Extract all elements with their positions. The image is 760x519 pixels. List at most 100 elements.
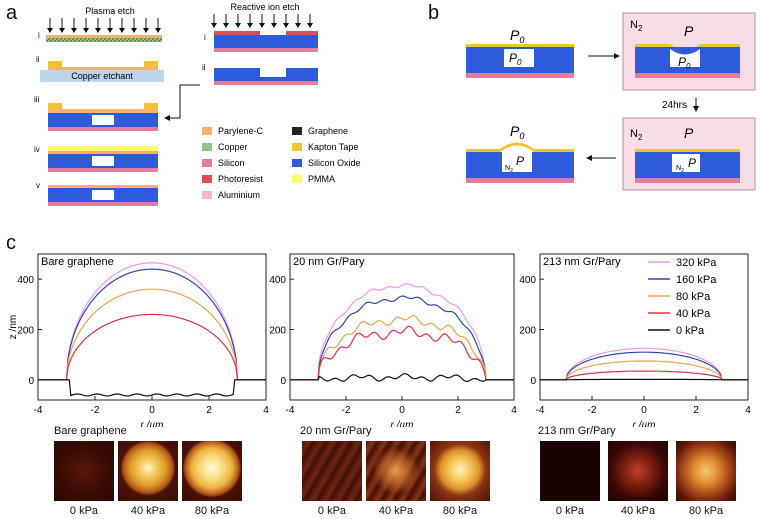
rie-arrowheads [211, 23, 313, 28]
chart-title: 213 nm Gr/Pary [543, 256, 621, 268]
afm-image [430, 441, 490, 501]
y-tick-label: 0 [530, 376, 536, 387]
panel-label-c: c [6, 232, 16, 254]
time-label: 24hrs [662, 100, 687, 111]
legend-label: 320 kPa [676, 257, 717, 269]
image-label-1: 40 kPa [378, 505, 414, 517]
image-label-2: 80 kPa [442, 505, 478, 517]
x-tick-label: -2 [342, 405, 351, 416]
stack-ii [40, 61, 164, 82]
plasma-arrows [49, 18, 159, 30]
panel-label-b: b [428, 2, 440, 24]
stack-iv [48, 146, 158, 172]
device-tl [466, 44, 574, 78]
panel-label-a: a [6, 2, 18, 24]
series-line [540, 351, 748, 381]
chart-2: -4 -2 0 2 4 0 200 400 213 nm Gr/Pary r /µm 320 kPa… [519, 253, 751, 427]
series-line [540, 360, 748, 381]
series-line [290, 314, 514, 381]
series-line [38, 313, 266, 381]
afm-image [118, 441, 178, 501]
device-bl [466, 142, 574, 183]
x-axis-label: r /µm [141, 420, 164, 427]
afm-image [54, 441, 114, 501]
image-label-0: 0 kPa [69, 505, 99, 517]
afm-image [608, 441, 668, 501]
pressurization-diagram: P0 P0 N2 P P0 24hrs N2 P N2 P P0 N2 P [466, 12, 756, 191]
images-title-1: 20 nm Gr/Pary [300, 425, 372, 437]
afm-image [540, 441, 600, 501]
x-axis-label: r /µm [633, 420, 656, 427]
tr-n2: N2 [630, 19, 643, 33]
tr-p-outer: P [684, 23, 694, 39]
bl-n2-inner: N2 [505, 165, 513, 174]
bl-p-inner: P [516, 154, 524, 168]
legend-silicon-oxide: Silicon Oxide [308, 158, 361, 168]
legend-label: 0 kPa [676, 325, 705, 337]
br-p-outer: P [684, 125, 694, 141]
image-label-2: 80 kPa [194, 505, 230, 517]
y-tick-label: 0 [280, 376, 286, 387]
series-line [540, 378, 748, 381]
series-line [290, 372, 514, 383]
x-axis-label: r /µm [391, 420, 414, 427]
plot-frame [539, 253, 749, 401]
rie-stack-i [214, 31, 318, 52]
afm-image [366, 441, 426, 501]
legend-graphene: Graphene [308, 126, 348, 136]
y-tick-label: 200 [519, 326, 536, 337]
br-n2-inner: N2 [676, 165, 684, 174]
chart-legend: 320 kPa 160 kPa 80 kPa 40 kPa 0 kPa [648, 257, 717, 337]
step-ii-right: ii [202, 63, 206, 72]
image-label-1: 40 kPa [620, 505, 656, 517]
device-br [635, 149, 740, 183]
legend-pmma: PMMA [308, 174, 335, 184]
legend-photoresist: Photoresist [218, 174, 264, 184]
chart-title: Bare graphene [41, 256, 114, 268]
legend-label: 40 kPa [676, 308, 711, 320]
br-n2: N2 [630, 128, 643, 142]
x-tick-label: 2 [693, 405, 699, 416]
stack-iii [48, 103, 158, 131]
fabrication-diagram: Plasma etch i ii iii iv v Copper etchant [34, 2, 361, 206]
y-axis-label: z /nm [8, 315, 19, 339]
plasma-etch-title: Plasma etch [85, 6, 135, 16]
afm-image [182, 441, 242, 501]
bl-p0-outer: P0 [510, 123, 524, 141]
chart-title: 20 nm Gr/Pary [293, 256, 365, 268]
x-tick-label: 0 [149, 405, 155, 416]
series-line [38, 262, 266, 381]
series-line [290, 282, 514, 381]
legend-label: 80 kPa [676, 291, 711, 303]
x-tick-label: 0 [399, 405, 405, 416]
tl-p0-inner: P0 [509, 51, 522, 67]
image-label-1: 40 kPa [130, 505, 166, 517]
step-iii-left: iii [34, 95, 40, 104]
plot-frame [289, 253, 515, 401]
copper-etchant-label: Copper etchant [71, 71, 133, 81]
images-title-0: Bare graphene [54, 425, 127, 437]
series-line [38, 268, 266, 381]
y-tick-label: 200 [269, 326, 286, 337]
y-tick-label: 400 [269, 275, 286, 286]
legend-copper: Copper [218, 142, 248, 152]
chart-0: -4 -2 0 2 4 0 200 400 Bare graphene r /µm z /nm [8, 253, 269, 427]
rie-title: Reactive ion etch [230, 2, 299, 12]
step-iv-left: iv [34, 145, 40, 154]
series-line [290, 325, 514, 381]
image-label-0: 0 kPa [555, 505, 585, 517]
x-tick-label: -2 [91, 405, 100, 416]
x-tick-label: 0 [641, 405, 647, 416]
stack-v [48, 185, 158, 206]
y-tick-label: 200 [17, 326, 34, 337]
rie-stack-ii [214, 68, 318, 85]
legend-a [202, 127, 302, 199]
legend-aluminium: Aluminium [218, 190, 260, 200]
x-tick-label: 2 [206, 405, 212, 416]
afm-image [676, 441, 736, 501]
legend-silicon: Silicon [218, 158, 245, 168]
x-tick-label: 2 [455, 405, 461, 416]
step-ii-left: ii [36, 55, 40, 64]
y-tick-label: 0 [28, 376, 34, 387]
